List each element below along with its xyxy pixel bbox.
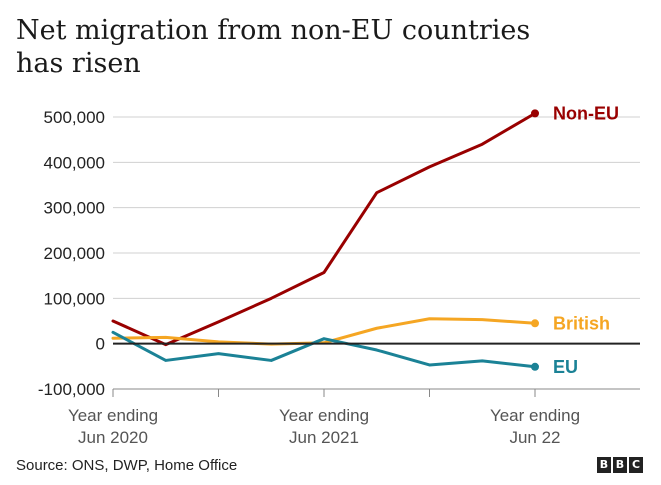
y-tick-label: 400,000 bbox=[44, 153, 105, 172]
x-tick-label: Year ending bbox=[68, 406, 158, 425]
logo-letter: B bbox=[597, 457, 611, 473]
series-line-eu bbox=[111, 330, 537, 369]
series-end-point-eu bbox=[531, 362, 539, 371]
x-tick-label: Jun 2021 bbox=[289, 428, 359, 447]
series-label-eu: EU bbox=[553, 357, 578, 377]
logo-letter: C bbox=[629, 457, 643, 473]
series-end-point-non-eu bbox=[531, 109, 539, 118]
y-tick-label: 200,000 bbox=[44, 244, 105, 263]
logo-letter: B bbox=[613, 457, 627, 473]
series-label-british: British bbox=[553, 313, 610, 333]
x-tick-label: Year ending bbox=[279, 406, 369, 425]
series-end-point-british bbox=[531, 319, 539, 328]
bbc-logo: B B C bbox=[597, 457, 643, 473]
chart-title-line-2: has risen bbox=[16, 48, 141, 79]
y-tick-label: 100,000 bbox=[44, 289, 105, 308]
y-tick-label: 500,000 bbox=[44, 108, 105, 127]
chart-title: Net migration from non-EU countries has … bbox=[16, 14, 616, 80]
x-tick-label: Jun 2020 bbox=[78, 428, 148, 447]
chart-title-line-1: Net migration from non-EU countries bbox=[16, 15, 531, 46]
y-tick-label: 0 bbox=[96, 335, 105, 354]
x-tick-label: Jun 22 bbox=[509, 428, 560, 447]
y-tick-label: -100,000 bbox=[38, 380, 105, 399]
source-note: Source: ONS, DWP, Home Office bbox=[16, 457, 238, 474]
series-label-non-eu: Non-EU bbox=[553, 103, 619, 123]
y-tick-label: 300,000 bbox=[44, 199, 105, 218]
series-line-non-eu bbox=[111, 111, 537, 347]
x-tick-label: Year ending bbox=[490, 406, 580, 425]
